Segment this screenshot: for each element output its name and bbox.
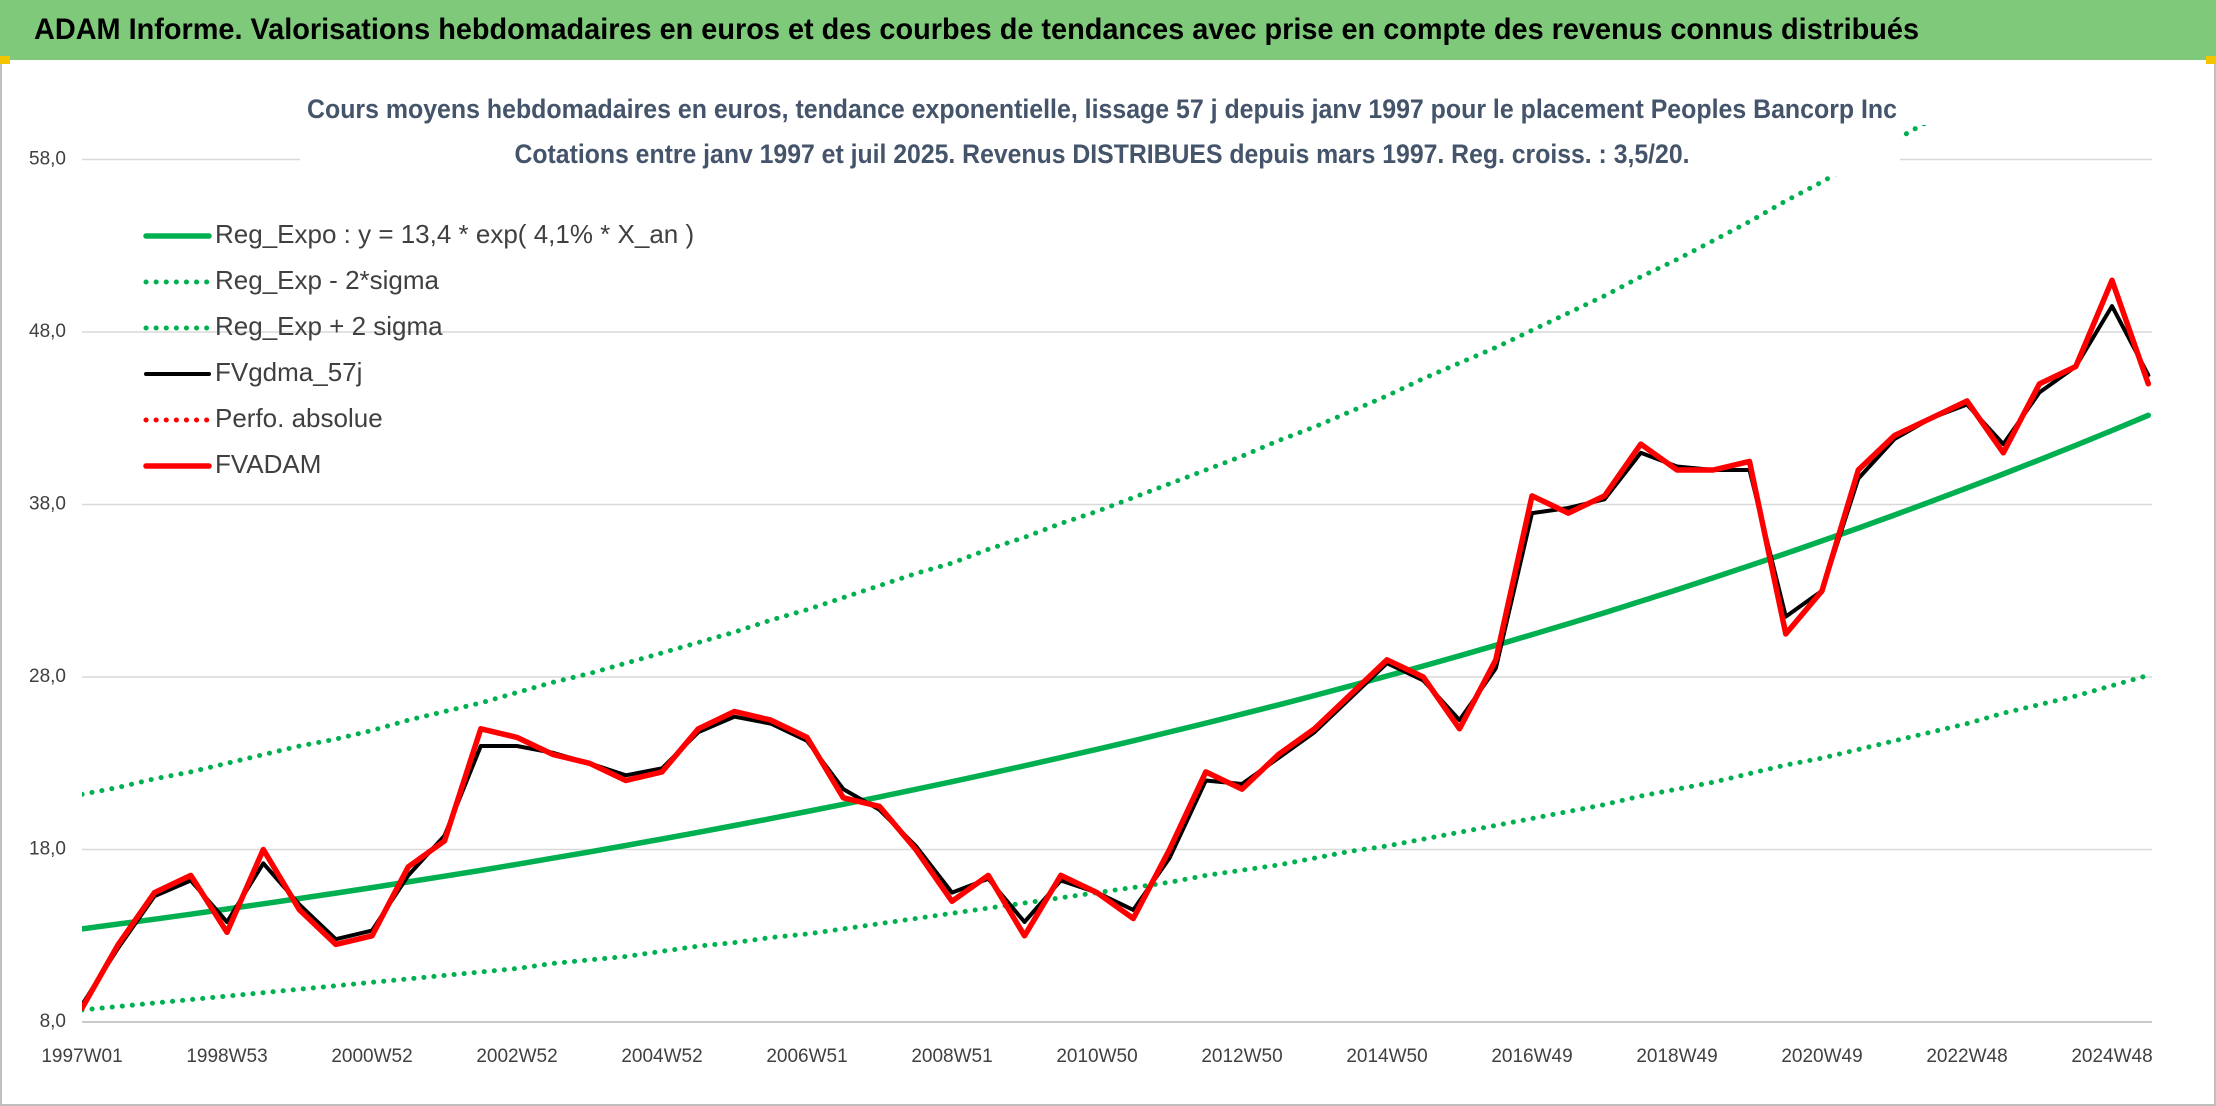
x-tick-label: 2016W49 — [1491, 1046, 1572, 1067]
series-line — [82, 125, 1927, 797]
x-tick-label: 1997W01 — [41, 1046, 122, 1067]
header-bar — [0, 0, 2216, 60]
corner — [0, 56, 10, 64]
x-tick-label: 2000W52 — [331, 1046, 412, 1067]
y-tick-label: 38,0 — [29, 494, 66, 515]
y-tick-label: 18,0 — [29, 839, 66, 860]
x-tick-label: 2020W49 — [1781, 1046, 1862, 1067]
x-tick-label: 2004W52 — [621, 1046, 702, 1067]
x-tick-label: 2022W48 — [1926, 1046, 2007, 1067]
y-tick-label: 28,0 — [29, 666, 66, 687]
x-tick-label: 2014W50 — [1346, 1046, 1427, 1067]
chart-title: Cours moyens hebdomadaires en euros, ten… — [307, 94, 1897, 124]
x-tick-label: 2012W50 — [1201, 1046, 1282, 1067]
x-tick-label: 2006W51 — [766, 1046, 847, 1067]
x-tick-label: 2024W48 — [2071, 1046, 2152, 1067]
legend-label: Reg_Exp - 2*sigma — [215, 265, 440, 295]
legend-label: FVgdma_57j — [215, 357, 362, 387]
x-tick-label: 2008W51 — [911, 1046, 992, 1067]
y-tick-label: 58,0 — [29, 149, 66, 170]
legend: Reg_Expo : y = 13,4 * exp( 4,1% * X_an )… — [143, 219, 694, 479]
plot — [82, 125, 2152, 1013]
title-box — [300, 88, 1900, 176]
y-tick-label: 8,0 — [40, 1011, 66, 1032]
series-line — [82, 277, 2152, 1011]
y-tick-label: 48,0 — [29, 321, 66, 342]
series-line — [82, 412, 2152, 932]
x-tick-label: 2010W50 — [1056, 1046, 1137, 1067]
corner — [2206, 56, 2216, 64]
legend-label: Perfo. absolue — [215, 403, 383, 433]
legend-label: Reg_Exp + 2 sigma — [215, 311, 443, 341]
legend-label: Reg_Expo : y = 13,4 * exp( 4,1% * X_an ) — [215, 219, 694, 249]
series-line — [82, 672, 2151, 1013]
x-tick-label: 2018W49 — [1636, 1046, 1717, 1067]
header-title: ADAM Informe. Valorisations hebdomadaire… — [34, 13, 1919, 46]
legend-label: FVADAM — [215, 449, 321, 479]
x-tick-label: 1998W53 — [186, 1046, 267, 1067]
chart-subtitle: Cotations entre janv 1997 et juil 2025. … — [515, 139, 1690, 169]
x-tick-label: 2002W52 — [476, 1046, 557, 1067]
axes: 8,0 18,0 28,0 38,0 48,0 58,0 1997W01 1998W53 200… — [29, 149, 2153, 1068]
